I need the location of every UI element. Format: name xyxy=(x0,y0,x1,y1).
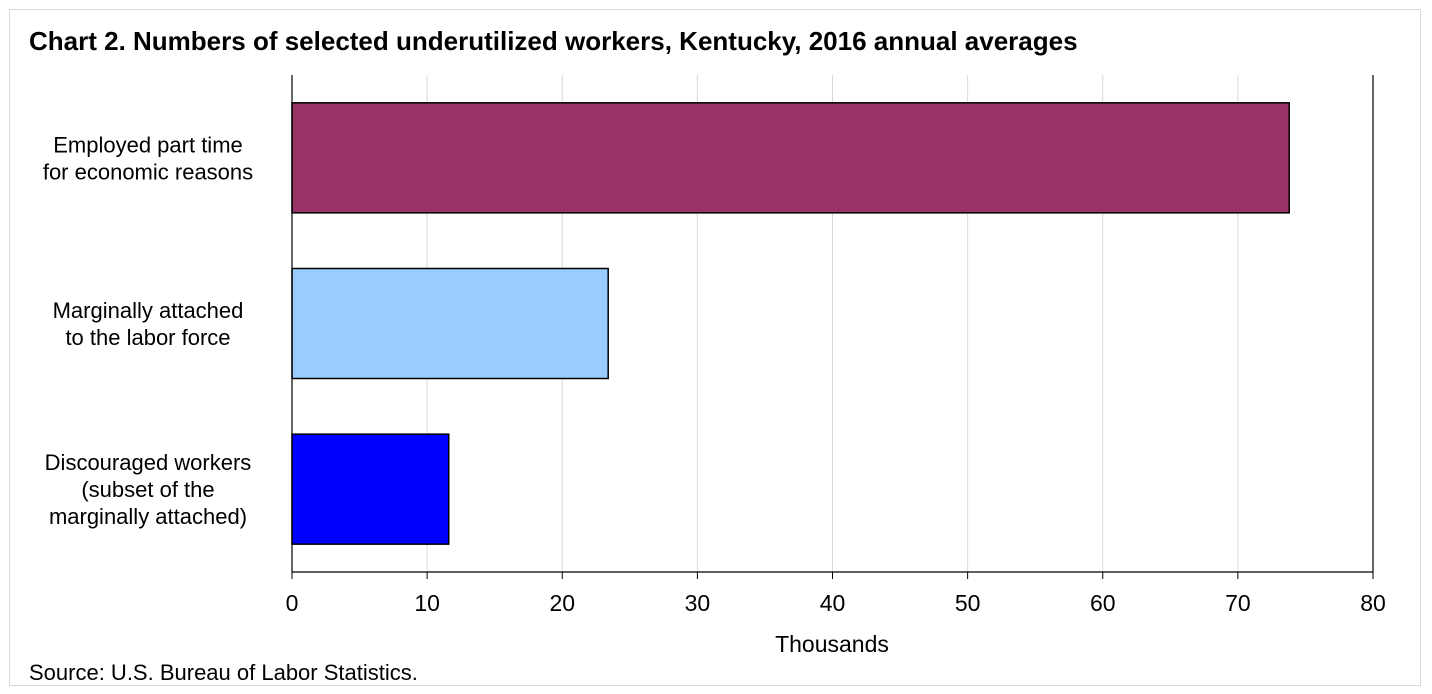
bar xyxy=(291,267,609,380)
x-axis-title: Thousands xyxy=(775,631,889,657)
x-tick-label: 30 xyxy=(685,590,711,616)
bars xyxy=(291,102,1290,545)
x-tick-label: 10 xyxy=(414,590,440,616)
x-tick-label: 20 xyxy=(549,590,575,616)
category-label: Employed part time for economic reasons xyxy=(43,132,253,184)
x-tick-label: 70 xyxy=(1225,590,1251,616)
chart-title: Chart 2. Numbers of selected underutiliz… xyxy=(29,26,1078,56)
axes xyxy=(291,75,1374,579)
source-note: Source: U.S. Bureau of Labor Statistics. xyxy=(29,660,418,685)
x-tick-label: 60 xyxy=(1090,590,1116,616)
x-tick-label: 0 xyxy=(286,590,299,616)
category-labels: Employed part time for economic reasons Ma… xyxy=(43,132,253,529)
x-tick-label: 40 xyxy=(820,590,846,616)
x-tick-label: 50 xyxy=(955,590,981,616)
category-label: Discouraged workers (subset of the margina… xyxy=(45,450,252,529)
x-tick-labels: 0 10 20 30 40 50 60 70 80 xyxy=(286,590,1386,616)
bar xyxy=(291,433,450,545)
x-tick-label: 80 xyxy=(1360,590,1386,616)
category-label: Marginally attached to the labor force xyxy=(53,298,244,350)
bar xyxy=(291,102,1290,214)
